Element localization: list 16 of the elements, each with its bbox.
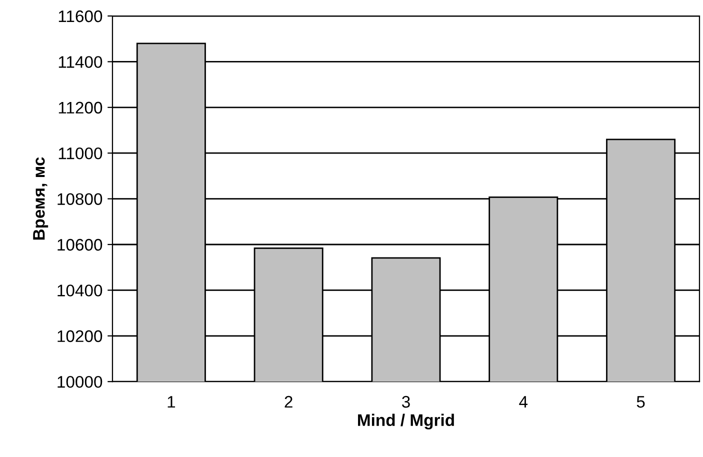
y-tick-label: 11000: [58, 147, 102, 160]
y-tick-label: 10200: [58, 330, 102, 342]
y-tick-label: 10800: [58, 193, 102, 205]
x-axis-title: Mind / Mgrid: [358, 414, 454, 430]
x-tick-label: 3: [402, 396, 410, 408]
y-tick-label: 11600: [58, 10, 102, 22]
x-tick-label: 2: [284, 396, 292, 408]
x-tick-label: 4: [519, 396, 528, 408]
y-tick-label: 10000: [58, 376, 102, 388]
y-axis-title: Время, мс: [33, 157, 48, 240]
y-tick-label: 10600: [58, 238, 102, 251]
x-tick-label: 5: [636, 396, 645, 408]
x-tick-label: 1: [168, 396, 175, 408]
y-tick-label: 11200: [58, 102, 102, 114]
y-tick-label: 10400: [58, 284, 102, 296]
y-tick-label: 11400: [58, 56, 102, 68]
